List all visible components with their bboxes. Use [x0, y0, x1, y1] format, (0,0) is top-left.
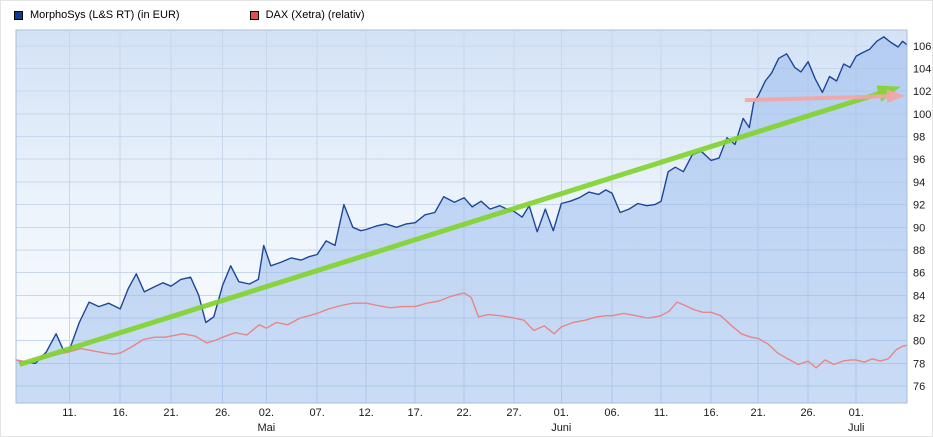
chart-legend: MorphoSys (L&S RT) (in EUR) DAX (Xetra) … [14, 7, 365, 23]
x-tick-label: 12. [359, 407, 374, 419]
legend-item-morphosys: MorphoSys (L&S RT) (in EUR) [14, 9, 180, 21]
y-tick-label: 104 [913, 64, 931, 76]
level-arrow [744, 89, 906, 104]
x-tick-label: 06. [604, 407, 619, 419]
x-tick-label: 16. [703, 407, 718, 419]
y-tick-label: 80 [913, 336, 925, 348]
morphosys-color-swatch [14, 10, 23, 20]
x-tick-label: 11. [654, 407, 668, 419]
month-label: Juni [551, 422, 571, 434]
y-tick-label: 84 [913, 290, 925, 302]
x-tick-label: 02. [259, 407, 274, 419]
y-tick-label: 92 [913, 200, 925, 212]
month-label: Mai [258, 422, 276, 434]
x-tick-label: 21. [751, 407, 766, 419]
x-tick-label: 26. [215, 407, 230, 419]
dax-color-swatch [249, 10, 259, 20]
morphosys-legend-label: MorphoSys (L&S RT) (in EUR) [30, 9, 180, 21]
y-tick-label: 78 [913, 358, 925, 370]
x-tick-label: 21. [163, 407, 178, 419]
x-tick-label: 11. [62, 407, 76, 419]
x-tick-label: 22. [457, 407, 472, 419]
month-label: Juli [848, 422, 865, 434]
y-tick-label: 102 [913, 86, 931, 98]
y-tick-label: 82 [913, 313, 925, 325]
x-tick-label: 07. [310, 407, 325, 419]
y-tick-label: 76 [913, 381, 925, 393]
axis-labels: 76 78 80 82 84 86 88 90 92 94 96 98 100 102 104 106 11. 1… [62, 41, 931, 434]
y-tick-label: 98 [913, 132, 925, 144]
x-tick-label: 01. [554, 407, 569, 419]
series-line-1 [15, 292, 908, 369]
dax-legend-label: DAX (Xetra) (relativ) [265, 9, 365, 21]
y-tick-label: 106 [913, 41, 931, 53]
x-tick-label: 17. [408, 407, 423, 419]
x-tick-label: 01. [849, 407, 864, 419]
x-tick-label: 27. [506, 407, 521, 419]
series-line-0 [15, 36, 908, 364]
series-area-0 [16, 36, 907, 404]
y-tick-label: 96 [913, 154, 925, 166]
plot-border [15, 29, 908, 404]
legend-item-dax: DAX (Xetra) (relativ) [249, 9, 365, 21]
y-tick-label: 88 [913, 245, 925, 257]
y-tick-label: 100 [913, 109, 931, 121]
x-tick-label: 16. [113, 407, 128, 419]
y-tick-label: 86 [913, 268, 925, 280]
y-tick-label: 94 [913, 177, 925, 189]
y-tick-label: 90 [913, 222, 925, 234]
x-tick-label: 26. [800, 407, 815, 419]
